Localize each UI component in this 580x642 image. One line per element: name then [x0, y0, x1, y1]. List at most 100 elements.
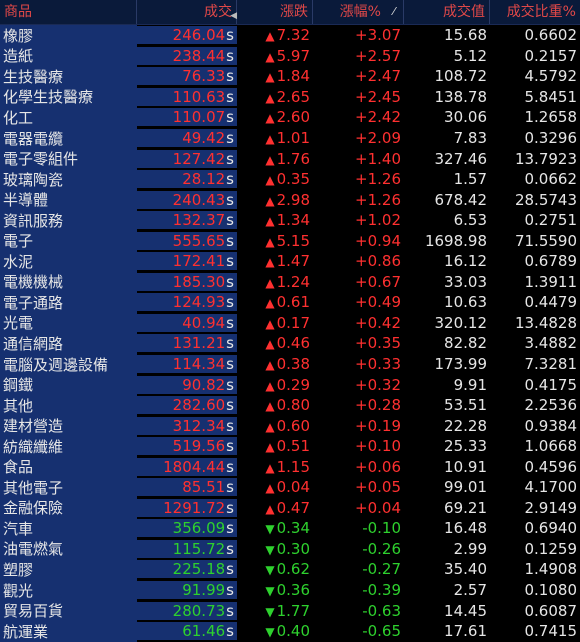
- table-row[interactable]: 電機機械 185.30s ▲ 1.24 +0.67 33.03 1.3911: [0, 271, 580, 293]
- column-header-volume[interactable]: 成交值: [404, 0, 490, 24]
- table-row[interactable]: 玻璃陶瓷 28.12s ▲ 0.35 +1.26 1.57 0.0662: [0, 168, 580, 190]
- sector-name[interactable]: 化學生技醫療: [0, 86, 137, 108]
- sector-name[interactable]: 航運業: [0, 620, 137, 642]
- table-row[interactable]: 電子 555.65s ▲ 5.15 +0.94 1698.98 71.5590: [0, 230, 580, 252]
- table-row[interactable]: 電腦及週邊設備 114.34s ▲ 0.38 +0.33 173.99 7.3281: [0, 353, 580, 375]
- table-row[interactable]: 化工 110.07s ▲ 2.60 +2.42 30.06 1.2658: [0, 106, 580, 128]
- table-row[interactable]: 觀光 91.99s ▼ 0.36 -0.39 2.57 0.1080: [0, 579, 580, 601]
- sector-name[interactable]: 水泥: [0, 250, 137, 272]
- table-row[interactable]: 建材營造 312.34s ▲ 0.60 +0.19 22.28 0.9384: [0, 415, 580, 437]
- price-value: 127.42: [172, 149, 226, 168]
- change-value: 2.65: [276, 87, 310, 106]
- table-row[interactable]: 其他 282.60s ▲ 0.80 +0.28 53.51 2.2536: [0, 394, 580, 416]
- sector-name[interactable]: 金融保險: [0, 497, 137, 519]
- table-row[interactable]: 水泥 172.41s ▲ 1.47 +0.86 16.12 0.6789: [0, 250, 580, 272]
- price-cell: 519.56s: [137, 437, 237, 456]
- table-row[interactable]: 紡織纖維 519.56s ▲ 0.51 +0.10 25.33 1.0668: [0, 435, 580, 457]
- sector-name[interactable]: 汽車: [0, 517, 137, 539]
- sector-name[interactable]: 其他: [0, 394, 137, 416]
- table-row[interactable]: 油電燃氣 115.72s ▼ 0.30 -0.26 2.99 0.1259: [0, 538, 580, 560]
- triangle-up-icon: ▲: [265, 460, 275, 475]
- table-row[interactable]: 電子零組件 127.42s ▲ 1.76 +1.40 327.46 13.7923: [0, 148, 580, 170]
- price-suffix: s: [226, 519, 234, 538]
- table-row[interactable]: 化學生技醫療 110.63s ▲ 2.65 +2.45 138.78 5.8451: [0, 86, 580, 108]
- change-cell: ▲ 0.47: [237, 499, 313, 517]
- table-row[interactable]: 食品 1804.44s ▲ 1.15 +0.06 10.91 0.4596: [0, 456, 580, 478]
- column-header-name[interactable]: 商品: [0, 0, 137, 24]
- triangle-up-icon: ▲: [265, 358, 275, 373]
- sector-name[interactable]: 觀光: [0, 579, 137, 601]
- table-row[interactable]: 半導體 240.43s ▲ 2.98 +1.26 678.42 28.5743: [0, 189, 580, 211]
- volume-value: 30.06: [444, 108, 487, 127]
- ratio-value: 0.4479: [524, 293, 578, 312]
- sector-name[interactable]: 其他電子: [0, 476, 137, 498]
- table-row[interactable]: 資訊服務 132.37s ▲ 1.34 +1.02 6.53 0.2751: [0, 209, 580, 231]
- scroll-left-icon[interactable]: ◀: [230, 11, 237, 21]
- table-row[interactable]: 汽車 356.09s ▼ 0.34 -0.10 16.48 0.6940: [0, 517, 580, 539]
- ratio-value: 7.3281: [524, 355, 578, 374]
- sector-name[interactable]: 食品: [0, 456, 137, 478]
- sector-name[interactable]: 電機機械: [0, 271, 137, 293]
- sector-name[interactable]: 玻璃陶瓷: [0, 168, 137, 190]
- sector-name[interactable]: 電腦及週邊設備: [0, 353, 137, 375]
- column-header-price[interactable]: 成交 ◀: [137, 0, 237, 24]
- table-row[interactable]: 光電 40.94s ▲ 0.17 +0.42 320.12 13.4828: [0, 312, 580, 334]
- change-cell: ▲ 1.76: [237, 150, 313, 168]
- sector-name[interactable]: 電子: [0, 230, 137, 252]
- ratio-value: 0.2751: [524, 211, 578, 230]
- table-row[interactable]: 金融保險 1291.72s ▲ 0.47 +0.04 69.21 2.9149: [0, 497, 580, 519]
- sector-name[interactable]: 貿易百貨: [0, 600, 137, 622]
- change-value: 1.77: [276, 601, 310, 620]
- sector-name[interactable]: 資訊服務: [0, 209, 137, 231]
- price-suffix: s: [226, 293, 234, 312]
- sector-name[interactable]: 化工: [0, 106, 137, 128]
- change-value: 0.46: [276, 334, 310, 353]
- sector-name[interactable]: 光電: [0, 312, 137, 334]
- sector-name[interactable]: 塑膠: [0, 559, 137, 580]
- pct-value: -0.39: [362, 581, 401, 600]
- sector-name[interactable]: 電器電纜: [0, 127, 137, 149]
- price-suffix: s: [226, 581, 234, 600]
- column-header-volume-label: 成交值: [443, 4, 485, 20]
- volume-value: 69.21: [444, 498, 487, 517]
- column-header-change[interactable]: 漲跌: [237, 0, 313, 24]
- sector-name[interactable]: 油電燃氣: [0, 538, 137, 560]
- change-value: 1.84: [276, 67, 310, 86]
- table-row[interactable]: 通信網路 131.21s ▲ 0.46 +0.35 82.82 3.4882: [0, 332, 580, 354]
- table-row[interactable]: 其他電子 85.51s ▲ 0.04 +0.05 99.01 4.1700: [0, 476, 580, 498]
- price-suffix: s: [226, 539, 234, 558]
- price-suffix: s: [226, 149, 234, 168]
- price-cell: 85.51s: [137, 478, 237, 497]
- pct-value: +0.28: [355, 396, 401, 415]
- pct-value: +0.32: [355, 375, 401, 394]
- sort-descending-icon[interactable]: ⁄: [393, 5, 395, 18]
- change-value: 0.80: [276, 396, 310, 415]
- price-suffix: s: [226, 26, 234, 45]
- table-row[interactable]: 塑膠 225.18s ▼ 0.62 -0.27 35.40 1.4908: [0, 559, 580, 580]
- table-row[interactable]: 航運業 61.46s ▼ 0.40 -0.65 17.61 0.7415: [0, 620, 580, 642]
- price-value: 1804.44: [163, 457, 226, 476]
- table-row[interactable]: 生技醫療 76.33s ▲ 1.84 +2.47 108.72 4.5792: [0, 65, 580, 87]
- sector-name[interactable]: 造紙: [0, 45, 137, 67]
- table-row[interactable]: 電子通路 124.93s ▲ 0.61 +0.49 10.63 0.4479: [0, 291, 580, 313]
- change-cell: ▲ 0.80: [237, 396, 313, 414]
- sector-name[interactable]: 橡膠: [0, 24, 137, 46]
- table-row[interactable]: 橡膠 246.04s ▲ 7.32 +3.07 15.68 0.6602: [0, 24, 580, 46]
- table-row[interactable]: 造紙 238.44s ▲ 5.97 +2.57 5.12 0.2157: [0, 45, 580, 67]
- triangle-up-icon: ▲: [265, 90, 275, 105]
- column-header-ratio[interactable]: 成交比重%: [490, 0, 580, 24]
- sector-name[interactable]: 生技醫療: [0, 65, 137, 87]
- column-header-pct[interactable]: 漲幅% ⁄: [313, 0, 404, 24]
- sector-name[interactable]: 紡織纖維: [0, 435, 137, 457]
- table-row[interactable]: 電器電纜 49.42s ▲ 1.01 +2.09 7.83 0.3296: [0, 127, 580, 149]
- sector-name[interactable]: 電子通路: [0, 291, 137, 313]
- table-row[interactable]: 貿易百貨 280.73s ▼ 1.77 -0.63 14.45 0.6087: [0, 600, 580, 622]
- table-row[interactable]: 鋼鐵 90.82s ▲ 0.29 +0.32 9.91 0.4175: [0, 374, 580, 396]
- triangle-up-icon: ▲: [265, 337, 275, 352]
- sector-name[interactable]: 通信網路: [0, 332, 137, 354]
- sector-name[interactable]: 電子零組件: [0, 148, 137, 170]
- sector-name[interactable]: 鋼鐵: [0, 374, 137, 396]
- change-value: 0.30: [276, 539, 310, 558]
- sector-name[interactable]: 半導體: [0, 189, 137, 211]
- sector-name[interactable]: 建材營造: [0, 415, 137, 437]
